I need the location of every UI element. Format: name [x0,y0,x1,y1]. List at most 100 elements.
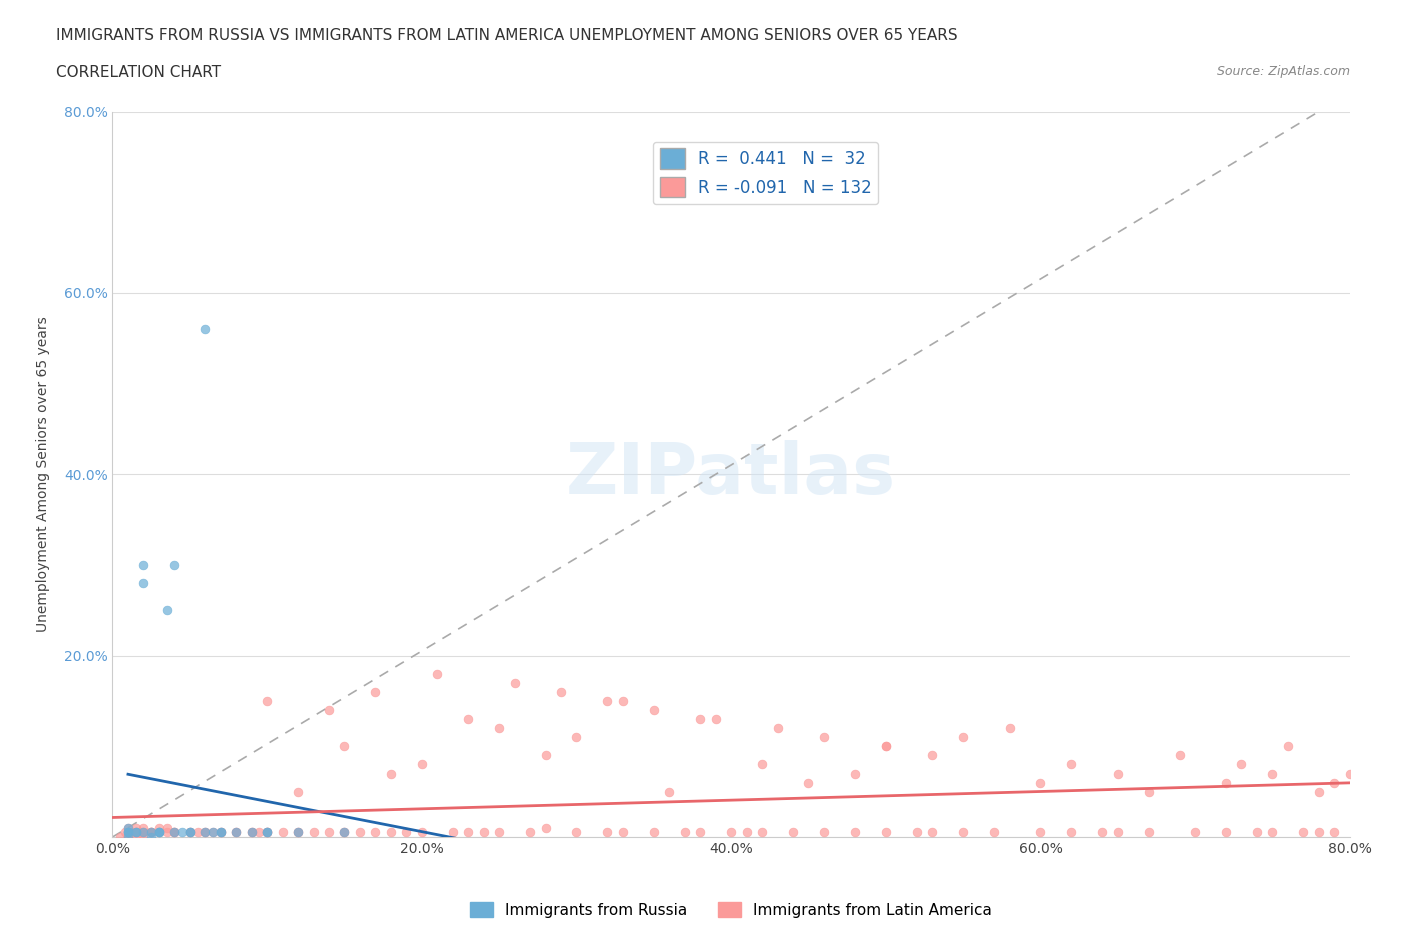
Point [952,825,974,840]
Point [1060,825,1083,840]
Point [364,825,387,840]
Point [194,825,217,840]
Point [411,757,433,772]
Point [148,820,170,835]
Point [813,730,835,745]
Point [1339,766,1361,781]
Point [1184,825,1206,840]
Point [1137,825,1160,840]
Point [1246,825,1268,840]
Point [117,825,139,840]
Point [952,730,974,745]
Point [132,825,155,840]
Point [704,711,727,726]
Point [240,825,263,840]
Point [751,757,773,772]
Point [155,825,177,840]
Point [503,675,526,690]
Point [673,825,696,840]
Point [124,825,148,840]
Legend: Immigrants from Russia, Immigrants from Latin America: Immigrants from Russia, Immigrants from … [464,896,998,923]
Point [202,825,225,840]
Point [488,825,510,840]
Point [1261,825,1284,840]
Point [1261,766,1284,781]
Point [1029,776,1052,790]
Point [1230,757,1253,772]
Point [148,825,170,840]
Point [550,684,572,699]
Point [117,820,139,835]
Point [1292,825,1315,840]
Point [565,730,588,745]
Point [155,820,177,835]
Point [875,825,897,840]
Point [457,825,479,840]
Point [240,825,263,840]
Point [875,738,897,753]
Point [983,825,1005,840]
Point [256,825,278,840]
Point [1308,825,1330,840]
Point [612,825,634,840]
Point [256,694,278,709]
Point [875,738,897,753]
Point [643,703,665,718]
Point [534,748,557,763]
Point [333,738,356,753]
Point [209,825,232,840]
Point [457,711,479,726]
Point [519,825,541,840]
Point [148,825,170,840]
Point [209,825,232,840]
Point [194,322,217,337]
Point [225,825,247,840]
Point [1215,825,1237,840]
Point [318,825,340,840]
Point [472,825,495,840]
Point [395,825,418,840]
Point [921,825,943,840]
Point [209,825,232,840]
Point [163,825,186,840]
Point [411,825,433,840]
Point [202,825,225,840]
Point [689,825,711,840]
Point [1137,784,1160,799]
Point [720,825,742,840]
Point [148,825,170,840]
Point [1323,776,1346,790]
Point [998,721,1021,736]
Point [1107,766,1129,781]
Point [1029,825,1052,840]
Point [1091,825,1114,840]
Point [194,825,217,840]
Point [179,825,201,840]
Point [735,825,758,840]
Point [844,766,866,781]
Point [120,825,142,840]
Point [844,825,866,840]
Point [124,825,148,840]
Y-axis label: Unemployment Among Seniors over 65 years: Unemployment Among Seniors over 65 years [37,316,49,632]
Point [612,694,634,709]
Point [333,825,356,840]
Point [247,825,270,840]
Point [117,825,139,840]
Point [141,830,163,844]
Point [1308,784,1330,799]
Point [596,825,619,840]
Point [141,825,163,840]
Point [689,711,711,726]
Point [1107,825,1129,840]
Text: IMMIGRANTS FROM RUSSIA VS IMMIGRANTS FROM LATIN AMERICA UNEMPLOYMENT AMONG SENIO: IMMIGRANTS FROM RUSSIA VS IMMIGRANTS FRO… [56,28,957,43]
Point [110,830,132,844]
Point [813,825,835,840]
Point [132,825,155,840]
Point [797,776,820,790]
Point [186,825,209,840]
Point [658,784,681,799]
Point [1215,776,1237,790]
Point [287,825,309,840]
Point [172,825,194,840]
